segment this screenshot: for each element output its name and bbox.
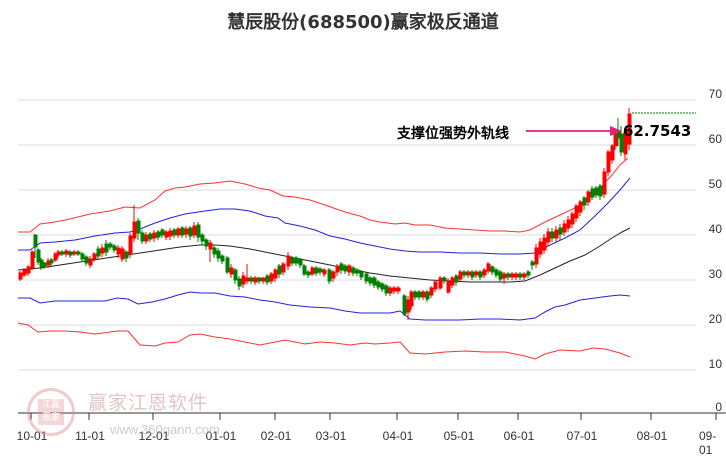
- x-tick-06-01: 06-01: [503, 429, 535, 443]
- x-tick-09-01: 09-01: [699, 429, 717, 457]
- x-tick-05-01: 05-01: [443, 429, 475, 443]
- annotation-value: 62.7543: [623, 122, 692, 140]
- x-tick-08-01: 08-01: [636, 429, 668, 443]
- annotation-label: 支撑位强势外轨线: [397, 126, 509, 142]
- y-tick-50: 50: [708, 177, 722, 191]
- x-tick-01-01: 01-01: [205, 429, 237, 443]
- x-tick-02-01: 02-01: [260, 429, 292, 443]
- x-tick-11-01: 11-01: [75, 429, 105, 443]
- x-tick-04-01: 04-01: [382, 429, 414, 443]
- outer-upper-band: [18, 157, 629, 233]
- watermark-url: www.360gann.com: [110, 422, 220, 437]
- watermark-logo-icon: 江赢恩家: [27, 388, 75, 436]
- watermark-logo-text: 江赢恩家: [38, 399, 64, 425]
- y-tick-0: 0: [715, 400, 722, 414]
- outer-lower-band: [17, 322, 631, 360]
- y-tick-70: 70: [708, 87, 722, 101]
- annotation-arrowhead-icon: [610, 126, 622, 136]
- watermark-brand: 赢家江恩软件: [88, 392, 209, 414]
- x-tick-03-01: 03-01: [315, 429, 347, 443]
- x-tick-07-01: 07-01: [566, 429, 598, 443]
- y-tick-10: 10: [708, 357, 722, 371]
- y-tick-20: 20: [708, 312, 722, 326]
- y-tick-30: 30: [708, 267, 722, 281]
- x-tick-12-01: 12-01: [138, 429, 170, 443]
- y-tick-40: 40: [708, 222, 722, 236]
- y-tick-60: 60: [708, 132, 722, 146]
- chart-title: 慧辰股份(688500)赢家极反通道: [227, 12, 499, 33]
- candlesticks: [18, 108, 632, 320]
- gridlines: [18, 99, 696, 371]
- inner-lower-band: [18, 291, 631, 321]
